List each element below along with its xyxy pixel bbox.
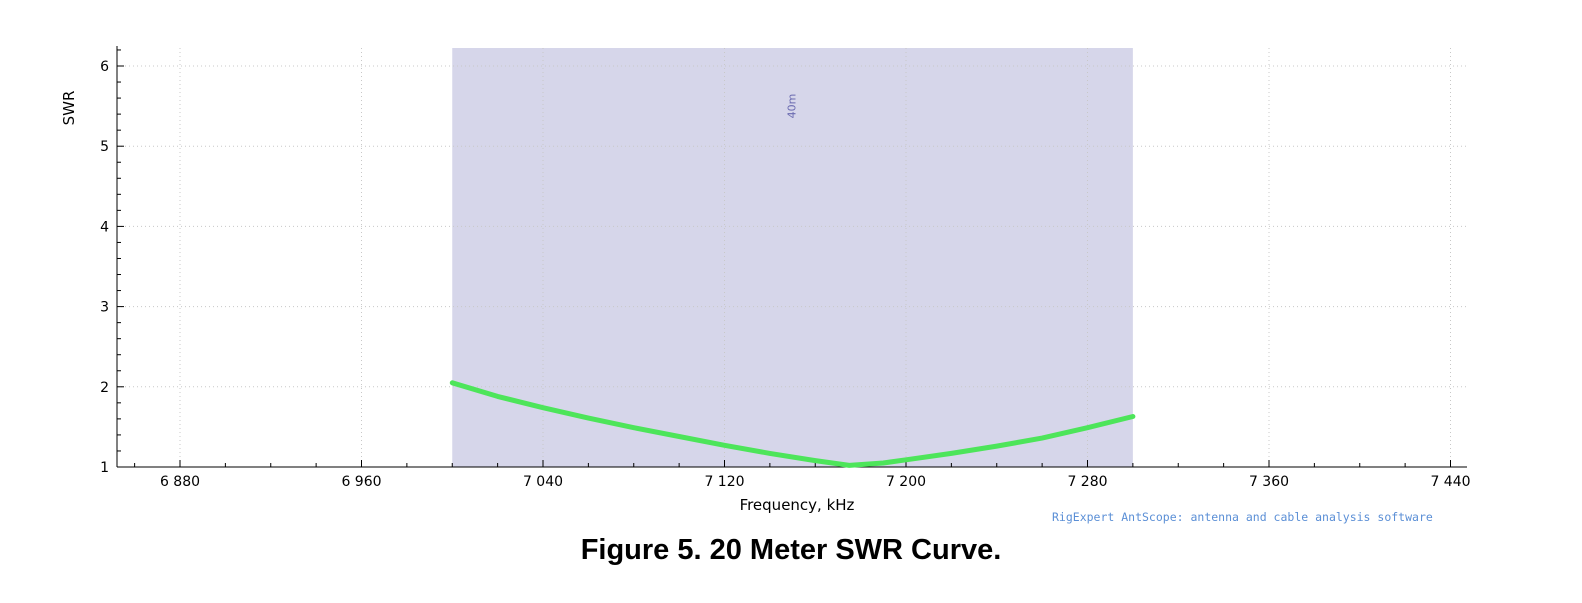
figure-caption: Figure 5. 20 Meter SWR Curve. xyxy=(580,534,1002,566)
y-tick-label: 6 xyxy=(100,59,109,75)
x-tick-label: 7 040 xyxy=(523,474,563,490)
x-tick-label: 7 120 xyxy=(704,474,744,490)
x-tick-label: 7 280 xyxy=(1067,474,1107,490)
x-tick-label: 7 200 xyxy=(886,474,926,490)
y-tick-label: 5 xyxy=(100,139,109,155)
y-tick-label: 3 xyxy=(100,300,109,316)
axis-layer: 6 880 6 960 7 040 7 120 7 200 7 280 7 360 7 440… xyxy=(100,46,1471,490)
x-tick-label: 7 360 xyxy=(1249,474,1289,490)
band-40m-region xyxy=(452,48,1133,467)
grid-layer xyxy=(117,48,1467,467)
x-tick-label: 6 960 xyxy=(341,474,381,490)
y-axis-label: SWR xyxy=(60,91,78,126)
y-tick-label: 1 xyxy=(100,460,109,476)
y-tick-label: 2 xyxy=(100,380,109,396)
x-tick-label: 7 440 xyxy=(1430,474,1470,490)
software-credit: RigExpert AntScope: antenna and cable an… xyxy=(1052,510,1433,524)
band-label: 40m xyxy=(786,94,799,119)
band-layer: 40m xyxy=(452,48,1133,467)
y-tick-label: 4 xyxy=(100,219,109,235)
series-layer xyxy=(449,380,1136,468)
x-axis-label: Frequency, kHz xyxy=(740,496,855,514)
x-tick-label: 6 880 xyxy=(160,474,200,490)
swr-chart: 40m 6 880 6 960 7 040 7 120 7 200 7 280 7 360 7… xyxy=(60,46,1471,514)
